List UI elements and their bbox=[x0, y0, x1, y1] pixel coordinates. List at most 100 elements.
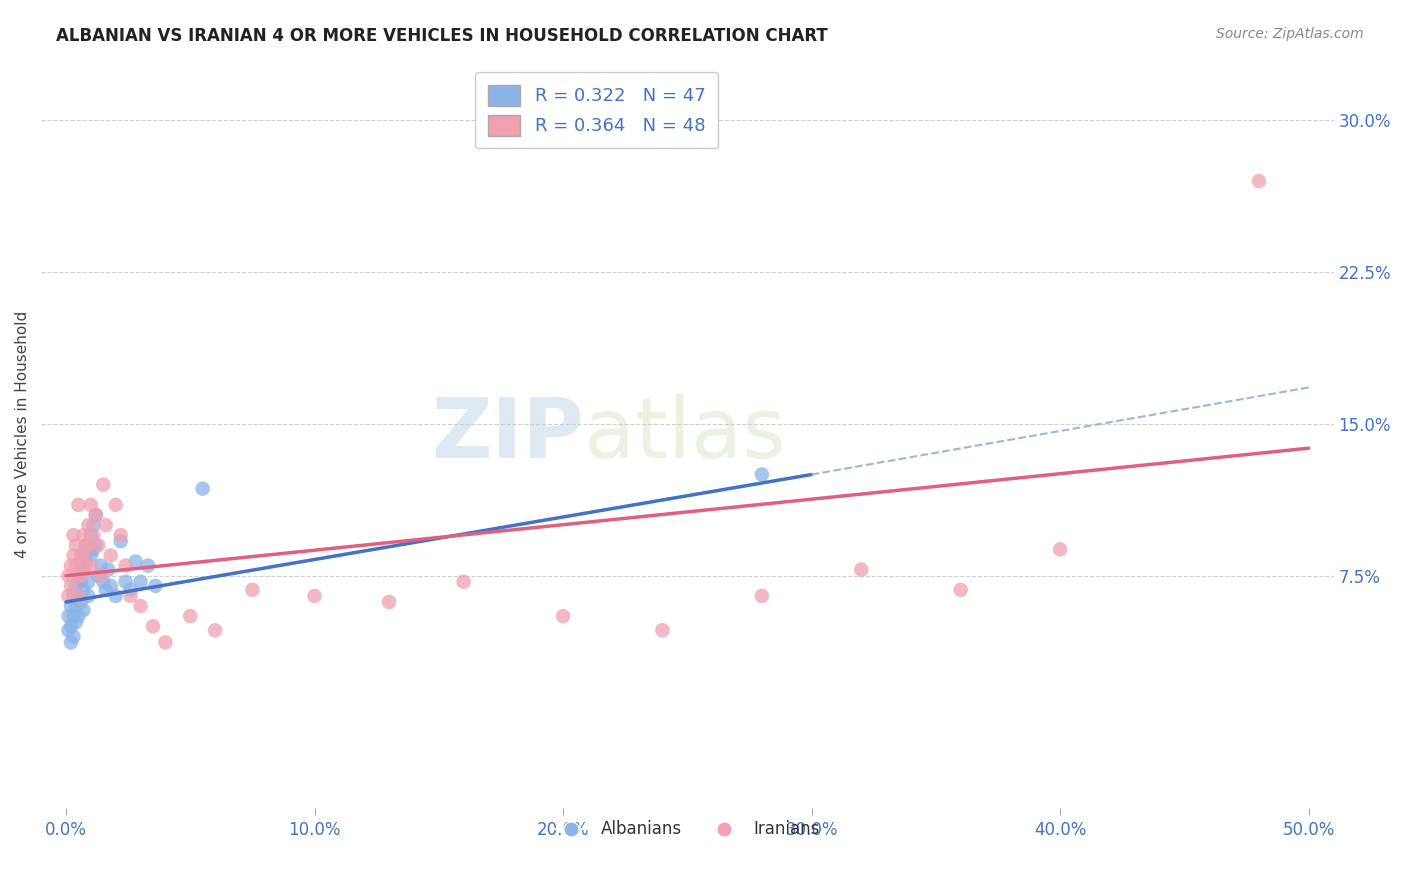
Point bbox=[70, 558, 93, 573]
Point bbox=[82, 518, 104, 533]
Point bbox=[91, 574, 114, 589]
Point bbox=[72, 549, 94, 563]
Point bbox=[70, 549, 93, 563]
Point bbox=[65, 599, 87, 613]
Point bbox=[110, 534, 132, 549]
Point bbox=[129, 574, 152, 589]
Point bbox=[155, 635, 177, 649]
Point bbox=[72, 528, 94, 542]
Point bbox=[304, 589, 326, 603]
Point bbox=[851, 563, 873, 577]
Point bbox=[80, 549, 103, 563]
Point bbox=[87, 568, 110, 582]
Point bbox=[65, 558, 87, 573]
Point bbox=[70, 595, 93, 609]
Point bbox=[100, 579, 122, 593]
Point bbox=[129, 599, 152, 613]
Text: atlas: atlas bbox=[583, 393, 786, 475]
Legend: Albanians, Iranians: Albanians, Iranians bbox=[548, 814, 827, 845]
Point bbox=[62, 609, 84, 624]
Point bbox=[62, 589, 84, 603]
Point bbox=[100, 549, 122, 563]
Point bbox=[77, 538, 100, 552]
Point bbox=[651, 624, 673, 638]
Point bbox=[90, 568, 112, 582]
Point bbox=[142, 619, 165, 633]
Point bbox=[80, 528, 103, 542]
Point bbox=[104, 498, 127, 512]
Point bbox=[110, 528, 132, 542]
Point bbox=[58, 589, 80, 603]
Point bbox=[65, 579, 87, 593]
Point bbox=[67, 589, 90, 603]
Point bbox=[67, 498, 90, 512]
Point bbox=[77, 574, 100, 589]
Text: Source: ZipAtlas.com: Source: ZipAtlas.com bbox=[1216, 27, 1364, 41]
Point bbox=[204, 624, 226, 638]
Point bbox=[75, 538, 97, 552]
Point bbox=[58, 609, 80, 624]
Point bbox=[65, 615, 87, 630]
Point bbox=[84, 508, 107, 522]
Point bbox=[104, 589, 127, 603]
Text: ZIP: ZIP bbox=[432, 393, 583, 475]
Point bbox=[751, 589, 773, 603]
Point bbox=[91, 477, 114, 491]
Point bbox=[1247, 174, 1270, 188]
Point bbox=[179, 609, 201, 624]
Point bbox=[124, 555, 146, 569]
Point bbox=[191, 482, 214, 496]
Point bbox=[59, 558, 82, 573]
Text: ALBANIAN VS IRANIAN 4 OR MORE VEHICLES IN HOUSEHOLD CORRELATION CHART: ALBANIAN VS IRANIAN 4 OR MORE VEHICLES I… bbox=[56, 27, 828, 45]
Point bbox=[62, 549, 84, 563]
Point bbox=[551, 609, 574, 624]
Point bbox=[1049, 542, 1071, 557]
Point bbox=[114, 558, 136, 573]
Point bbox=[82, 528, 104, 542]
Point bbox=[77, 518, 100, 533]
Y-axis label: 4 or more Vehicles in Household: 4 or more Vehicles in Household bbox=[15, 310, 30, 558]
Point bbox=[72, 563, 94, 577]
Point bbox=[75, 555, 97, 569]
Point bbox=[70, 568, 93, 582]
Point bbox=[58, 624, 80, 638]
Point bbox=[67, 589, 90, 603]
Point bbox=[67, 568, 90, 582]
Point bbox=[59, 635, 82, 649]
Point bbox=[84, 538, 107, 552]
Point bbox=[84, 508, 107, 522]
Point bbox=[67, 609, 90, 624]
Point bbox=[82, 542, 104, 557]
Point bbox=[136, 558, 159, 573]
Point bbox=[120, 589, 142, 603]
Point bbox=[90, 558, 112, 573]
Point bbox=[59, 579, 82, 593]
Point bbox=[70, 574, 93, 589]
Point bbox=[58, 568, 80, 582]
Point bbox=[59, 599, 82, 613]
Point bbox=[77, 589, 100, 603]
Point bbox=[75, 558, 97, 573]
Point bbox=[453, 574, 475, 589]
Point bbox=[114, 574, 136, 589]
Point bbox=[62, 629, 84, 643]
Point bbox=[80, 498, 103, 512]
Point bbox=[72, 603, 94, 617]
Point bbox=[65, 538, 87, 552]
Point bbox=[94, 518, 117, 533]
Point bbox=[751, 467, 773, 482]
Point bbox=[87, 538, 110, 552]
Point bbox=[72, 549, 94, 563]
Point bbox=[240, 582, 263, 597]
Point bbox=[94, 582, 117, 597]
Point bbox=[75, 538, 97, 552]
Point bbox=[97, 563, 120, 577]
Point bbox=[80, 558, 103, 573]
Point bbox=[72, 582, 94, 597]
Point bbox=[949, 582, 972, 597]
Point bbox=[67, 568, 90, 582]
Point bbox=[378, 595, 401, 609]
Point bbox=[62, 528, 84, 542]
Point bbox=[59, 619, 82, 633]
Point bbox=[120, 582, 142, 597]
